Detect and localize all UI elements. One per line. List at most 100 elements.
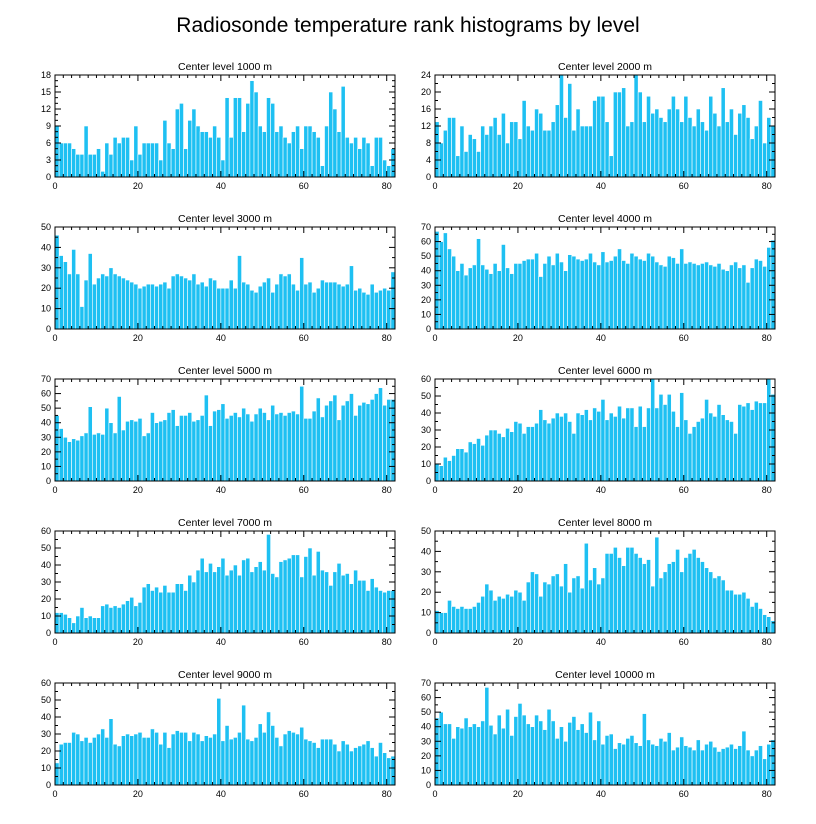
bar xyxy=(583,125,589,178)
bar xyxy=(488,429,494,482)
bar xyxy=(579,723,585,786)
bar xyxy=(187,740,193,786)
bar xyxy=(704,743,709,786)
bar xyxy=(349,750,354,786)
bar xyxy=(650,585,656,634)
bar xyxy=(220,740,226,786)
bar xyxy=(538,720,544,786)
bar xyxy=(328,738,334,786)
bar xyxy=(554,252,560,330)
bar xyxy=(278,125,284,178)
bar xyxy=(187,574,193,634)
bar xyxy=(208,137,213,178)
bar xyxy=(390,271,396,330)
bar xyxy=(658,393,664,482)
bar xyxy=(592,739,598,786)
y-tick-label: 20 xyxy=(421,295,431,305)
x-tick-label: 40 xyxy=(216,637,226,647)
x-tick-label: 0 xyxy=(52,637,57,647)
bar xyxy=(666,563,672,634)
bar xyxy=(563,117,568,178)
y-tick-label: 20 xyxy=(41,447,51,457)
bar xyxy=(737,267,743,330)
bar xyxy=(286,557,292,634)
bar xyxy=(382,404,388,482)
bar xyxy=(369,399,375,482)
bar xyxy=(554,573,560,634)
bar xyxy=(472,138,477,178)
bar xyxy=(671,749,676,786)
bar xyxy=(71,148,77,178)
bar xyxy=(534,108,539,178)
bar xyxy=(596,264,602,330)
bar xyxy=(658,738,664,786)
bar xyxy=(278,412,284,482)
bar xyxy=(492,263,498,330)
bar xyxy=(733,261,738,330)
bar xyxy=(332,743,338,786)
y-tick-label: 0 xyxy=(426,172,431,182)
y-tick-label: 30 xyxy=(41,729,51,739)
bar xyxy=(637,745,643,786)
bar xyxy=(228,415,234,482)
bar xyxy=(216,566,222,634)
bar xyxy=(183,731,188,786)
panel-5: Center level 5000 m 0 20 40 60 80 0 10 20 30 40 50 6… xyxy=(41,365,396,495)
bar xyxy=(228,738,234,786)
bar xyxy=(749,409,755,482)
bar xyxy=(274,576,280,634)
bar xyxy=(617,405,622,482)
bar xyxy=(563,563,568,634)
bar xyxy=(353,415,358,482)
bar xyxy=(361,402,367,482)
bar xyxy=(505,142,510,178)
bar xyxy=(695,108,701,178)
bar xyxy=(608,412,614,482)
bar xyxy=(687,746,693,786)
bar xyxy=(496,270,502,330)
bar xyxy=(455,448,461,482)
bar xyxy=(737,593,743,634)
bar xyxy=(170,733,176,786)
bar xyxy=(224,574,230,634)
bar xyxy=(758,745,763,786)
y-tick-label: 30 xyxy=(41,432,51,442)
bar xyxy=(567,83,573,178)
bar xyxy=(108,422,114,482)
bar xyxy=(328,400,334,482)
bar xyxy=(332,281,338,330)
bar xyxy=(270,725,276,786)
bar xyxy=(137,418,143,482)
bar xyxy=(521,100,527,178)
bar xyxy=(604,735,610,786)
bar xyxy=(451,455,457,482)
bar xyxy=(749,138,755,178)
bar xyxy=(203,131,209,178)
bar xyxy=(320,569,325,634)
bar xyxy=(303,418,309,482)
bar xyxy=(517,591,523,634)
bar xyxy=(278,561,284,634)
bar xyxy=(357,287,363,330)
bar xyxy=(563,270,568,330)
bar xyxy=(191,273,197,330)
bar xyxy=(340,285,346,330)
bar xyxy=(683,557,689,634)
bar xyxy=(716,575,722,634)
bar xyxy=(328,91,334,178)
bar xyxy=(112,137,118,178)
bar xyxy=(133,283,139,330)
bar xyxy=(92,434,97,482)
bar xyxy=(505,267,510,330)
panel-title: Center level 6000 m xyxy=(558,365,652,377)
bar xyxy=(162,585,168,634)
y-tick-label: 60 xyxy=(41,526,51,536)
bar xyxy=(517,263,523,330)
bar xyxy=(575,412,581,482)
bar xyxy=(612,255,618,330)
bar xyxy=(174,583,180,634)
bar xyxy=(54,762,60,786)
bar xyxy=(633,426,639,482)
bar xyxy=(621,743,627,786)
